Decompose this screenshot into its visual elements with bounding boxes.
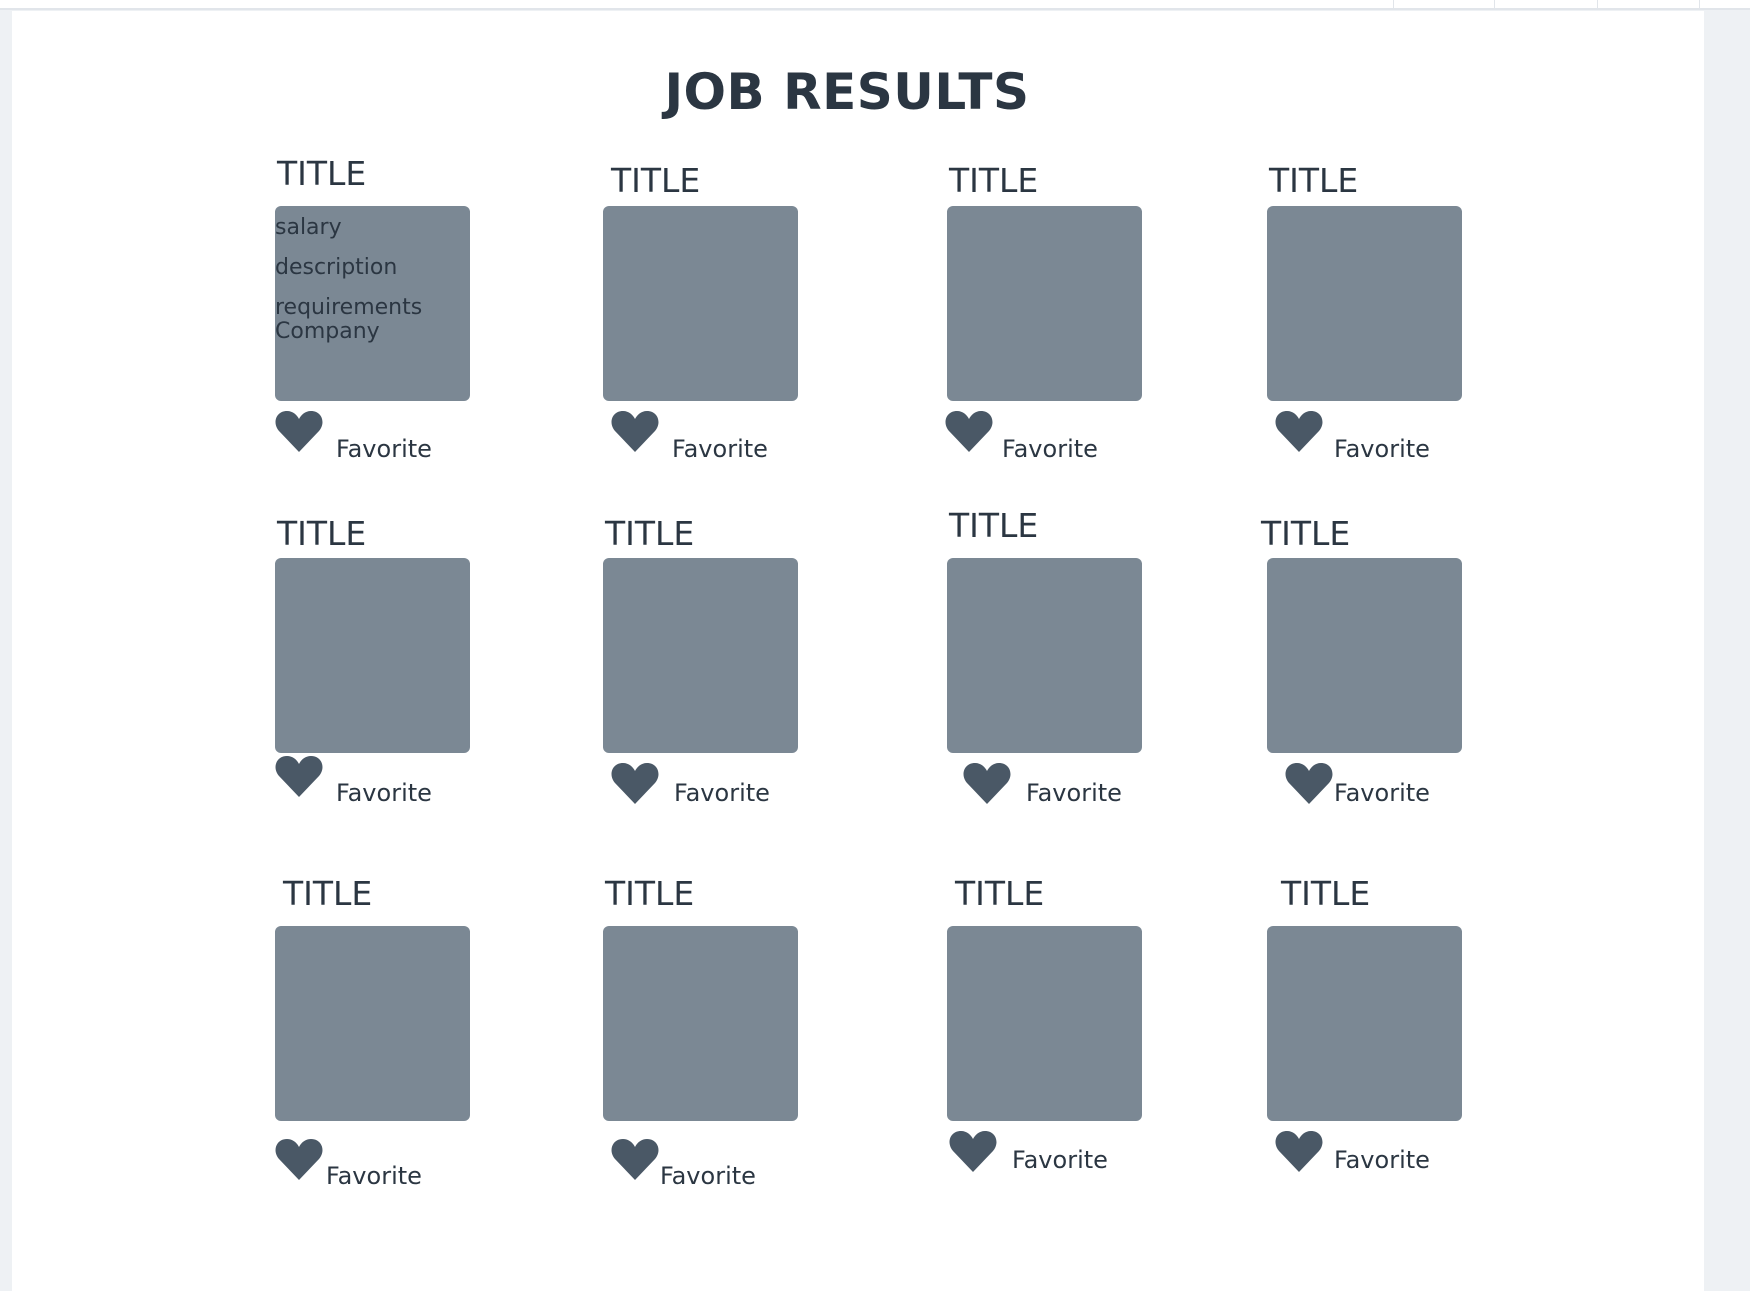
toolbar-divider — [1699, 0, 1700, 10]
job-preview-box[interactable] — [603, 926, 798, 1121]
results-page: JOB RESULTS TITLE salary description req… — [12, 11, 1704, 1291]
heart-icon[interactable] — [1275, 1129, 1323, 1173]
job-description: description — [275, 255, 398, 280]
favorite-label[interactable]: Favorite — [326, 1162, 422, 1190]
heart-icon[interactable] — [611, 409, 659, 453]
favorite-label[interactable]: Favorite — [1334, 779, 1430, 807]
job-title: TITLE — [277, 514, 367, 553]
heart-icon[interactable] — [945, 409, 993, 453]
job-title: TITLE — [1281, 874, 1371, 913]
heart-icon[interactable] — [611, 1137, 659, 1181]
job-preview-box[interactable] — [1267, 558, 1462, 753]
heart-icon[interactable] — [949, 1129, 997, 1173]
toolbar-divider — [1494, 0, 1495, 10]
job-title: TITLE — [1261, 514, 1351, 553]
favorite-label[interactable]: Favorite — [336, 779, 432, 807]
heart-icon[interactable] — [275, 1137, 323, 1181]
favorite-label[interactable]: Favorite — [1334, 1146, 1430, 1174]
job-preview-box[interactable] — [603, 206, 798, 401]
job-title: TITLE — [277, 154, 367, 193]
favorite-label[interactable]: Favorite — [660, 1162, 756, 1190]
heart-icon[interactable] — [1275, 409, 1323, 453]
job-title: TITLE — [949, 161, 1039, 200]
job-preview-box[interactable] — [947, 926, 1142, 1121]
job-preview-box[interactable] — [947, 206, 1142, 401]
favorite-label[interactable]: Favorite — [674, 779, 770, 807]
favorite-label[interactable]: Favorite — [1012, 1146, 1108, 1174]
job-preview-box[interactable] — [947, 558, 1142, 753]
heart-icon[interactable] — [275, 409, 323, 453]
job-title: TITLE — [955, 874, 1045, 913]
job-details: salary description requirements Company — [275, 208, 422, 346]
job-preview-box[interactable]: salary description requirements Company — [275, 206, 470, 401]
job-preview-box[interactable] — [1267, 206, 1462, 401]
page-title: JOB RESULTS — [664, 63, 1030, 121]
favorite-label[interactable]: Favorite — [1026, 779, 1122, 807]
job-preview-box[interactable] — [1267, 926, 1462, 1121]
toolbar-divider — [1393, 0, 1394, 10]
heart-icon[interactable] — [1285, 761, 1333, 805]
job-preview-box[interactable] — [275, 926, 470, 1121]
heart-icon[interactable] — [275, 754, 323, 798]
favorite-label[interactable]: Favorite — [1334, 435, 1430, 463]
job-requirements: requirements — [275, 295, 423, 320]
job-company: Company — [275, 319, 380, 344]
favorite-label[interactable]: Favorite — [336, 435, 432, 463]
job-title: TITLE — [605, 514, 695, 553]
favorite-label[interactable]: Favorite — [1002, 435, 1098, 463]
job-title: TITLE — [949, 506, 1039, 545]
job-preview-box[interactable] — [603, 558, 798, 753]
toolbar-divider — [1597, 0, 1598, 10]
job-title: TITLE — [611, 161, 701, 200]
job-preview-box[interactable] — [275, 558, 470, 753]
heart-icon[interactable] — [963, 761, 1011, 805]
job-title: TITLE — [283, 874, 373, 913]
favorite-label[interactable]: Favorite — [672, 435, 768, 463]
job-title: TITLE — [1269, 161, 1359, 200]
top-toolbar-strip — [0, 0, 1750, 10]
job-salary: salary — [275, 215, 342, 240]
heart-icon[interactable] — [611, 761, 659, 805]
job-title: TITLE — [605, 874, 695, 913]
